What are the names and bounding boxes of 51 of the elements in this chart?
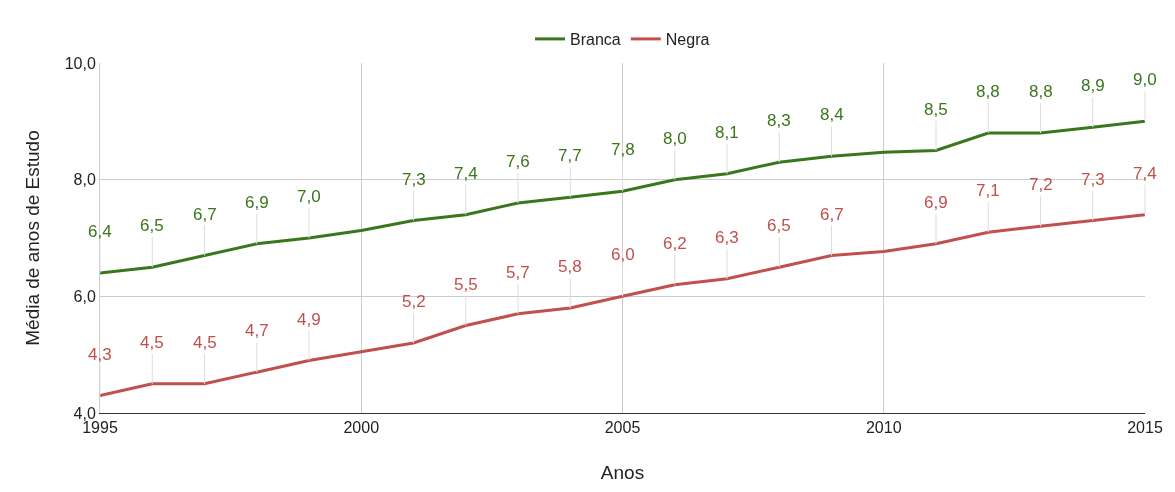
y-axis-title: Média de anos de Estudo (21, 130, 43, 346)
data-label: 4,3 (88, 345, 112, 364)
data-label: 7,1 (976, 181, 1000, 200)
data-label: 7,4 (454, 164, 478, 183)
data-label: 8,8 (1029, 82, 1053, 101)
legend-label: Negra (665, 31, 710, 49)
data-label: 6,5 (140, 216, 164, 235)
data-label: 5,7 (506, 263, 530, 282)
data-label: 9,0 (1133, 70, 1157, 89)
data-label: 6,7 (193, 205, 217, 224)
data-label: 6,4 (88, 222, 112, 241)
y-tick-label: 8,0 (73, 171, 96, 189)
legend-label: Branca (570, 31, 621, 49)
data-label: 4,5 (193, 333, 217, 352)
data-label: 5,5 (454, 275, 478, 294)
x-tick-label: 2010 (865, 419, 902, 437)
data-label: 7,3 (1081, 170, 1105, 189)
x-axis-title: Anos (600, 462, 645, 483)
x-tick-label: 2000 (343, 419, 380, 437)
data-label: 7,0 (297, 187, 321, 206)
data-label: 8,3 (767, 111, 791, 130)
data-label: 6,9 (924, 193, 948, 212)
data-label: 6,2 (663, 234, 687, 253)
y-tick-label: 10,0 (64, 54, 96, 72)
data-label: 6,3 (715, 228, 739, 247)
data-label: 7,7 (558, 146, 582, 165)
y-tick-label: 6,0 (73, 287, 96, 305)
data-label: 8,9 (1081, 76, 1105, 95)
data-label: 8,8 (976, 82, 1000, 101)
data-label: 5,8 (558, 257, 582, 276)
data-label: 8,5 (924, 100, 948, 119)
x-tick-label: 2015 (1127, 419, 1163, 437)
data-label: 7,2 (1029, 175, 1053, 194)
data-label: 6,9 (245, 193, 269, 212)
data-label: 6,7 (820, 205, 844, 224)
data-label: 7,8 (611, 140, 635, 159)
data-label: 4,7 (245, 321, 269, 340)
data-label: 7,3 (402, 170, 426, 189)
y-tick-label: 4,0 (73, 404, 96, 422)
data-label: 8,1 (715, 123, 739, 142)
x-tick-label: 1995 (82, 419, 118, 437)
data-label: 6,0 (611, 245, 635, 264)
data-label: 8,4 (820, 105, 844, 124)
data-label: 4,9 (297, 310, 321, 329)
data-label: 6,5 (767, 216, 791, 235)
data-label: 7,6 (506, 152, 530, 171)
x-tick-label: 2005 (604, 419, 641, 437)
data-label: 7,4 (1133, 164, 1157, 183)
data-label: 8,0 (663, 129, 687, 148)
data-label: 4,5 (140, 333, 164, 352)
data-label: 5,2 (402, 292, 426, 311)
